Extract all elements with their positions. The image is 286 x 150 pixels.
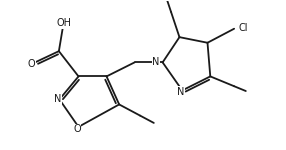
Text: N: N xyxy=(54,94,61,104)
Text: N: N xyxy=(177,87,184,97)
Text: O: O xyxy=(73,124,81,134)
Text: OH: OH xyxy=(56,18,72,28)
Text: O: O xyxy=(27,59,35,69)
Text: Cl: Cl xyxy=(238,23,248,33)
Text: N: N xyxy=(152,57,160,67)
